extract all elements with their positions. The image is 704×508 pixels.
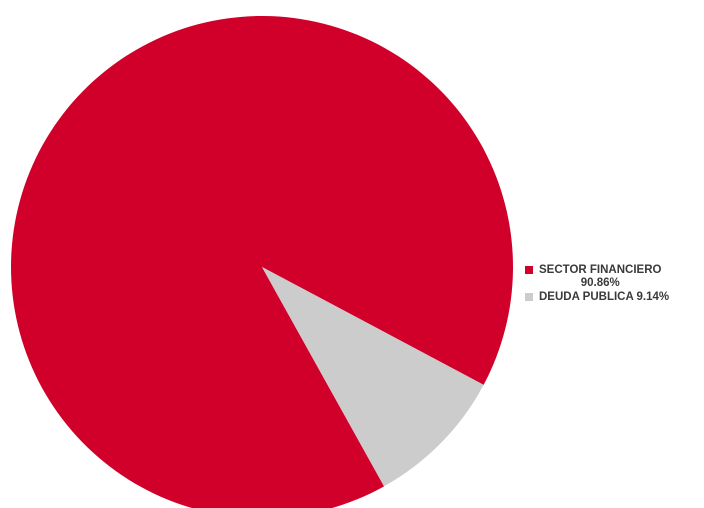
legend-swatch-sector-financiero — [525, 266, 533, 274]
legend-label-sector-financiero: SECTOR FINANCIERO 90.86% — [539, 264, 662, 289]
pie-slice-sector-financiero — [11, 16, 513, 508]
legend-swatch-deuda-publica — [525, 293, 533, 301]
pie-slices — [11, 16, 513, 508]
legend-item-deuda-publica: DEUDA PUBLICA 9.14% — [525, 291, 704, 304]
legend-item-sector-financiero: SECTOR FINANCIERO 90.86% — [525, 264, 704, 290]
pie-slice-deuda-publica — [262, 267, 484, 487]
chart-legend: SECTOR FINANCIERO 90.86% DEUDA PUBLICA 9… — [525, 264, 704, 305]
legend-label-deuda-publica: DEUDA PUBLICA 9.14% — [539, 291, 670, 303]
